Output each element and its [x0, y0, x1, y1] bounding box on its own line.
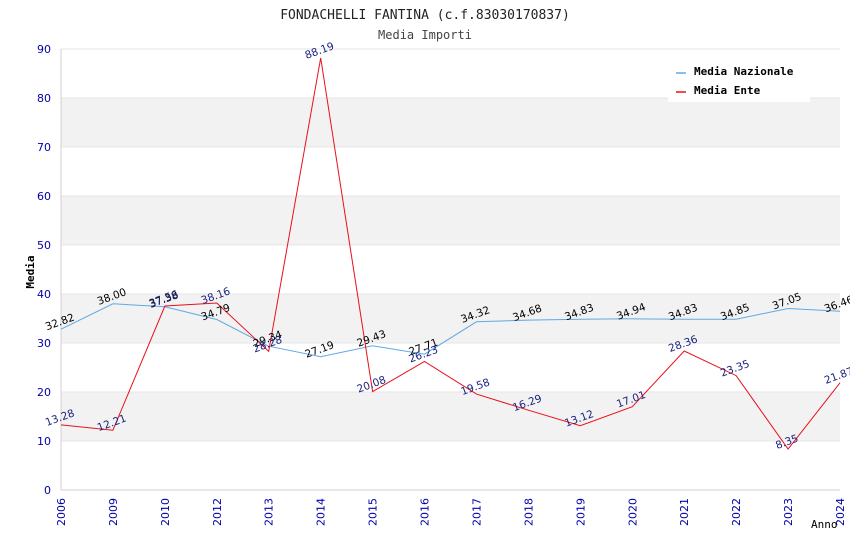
grid-bands — [61, 48, 840, 491]
x-tick-label: 2013 — [263, 498, 276, 526]
x-tick-label: 2009 — [107, 498, 120, 526]
legend-label-ente: Media Ente — [694, 84, 761, 97]
axes — [60, 49, 840, 491]
x-tick-label: 2018 — [522, 498, 535, 526]
y-tick-label: 50 — [37, 239, 51, 252]
y-tick-label: 10 — [37, 435, 51, 448]
y-tick-labels: 0 10 20 30 40 50 60 70 80 90 — [37, 43, 51, 497]
x-tick-label: 2016 — [419, 498, 432, 526]
x-tick-label: 2014 — [315, 498, 328, 526]
y-tick-label: 80 — [37, 92, 51, 105]
grid-band — [61, 196, 840, 245]
data-label: 21.87 — [823, 365, 850, 387]
series-line-ente — [60, 57, 841, 450]
y-tick-label: 0 — [44, 484, 51, 497]
y-axis-label: Media — [24, 255, 37, 288]
x-tick-labels: 2006 2009 2010 2012 2013 2014 2015 2016 2017 2018… — [55, 498, 847, 526]
x-axis-label: Anno — [811, 518, 838, 531]
y-tick-label: 70 — [37, 141, 51, 154]
x-tick-label: 2006 — [55, 498, 68, 526]
series-line-nazionale — [60, 303, 841, 358]
y-tick-label: 20 — [37, 386, 51, 399]
grid-band — [61, 392, 840, 441]
chart-subtitle: Media Importi — [378, 28, 472, 42]
legend-label-nazionale: Media Nazionale — [694, 65, 794, 78]
x-tick-label: 2024 — [834, 498, 847, 526]
y-tick-label: 60 — [37, 190, 51, 203]
legend: Media Nazionale Media Ente — [668, 58, 810, 102]
chart-title: FONDACHELLI FANTINA (c.f.83030170837) — [280, 8, 570, 23]
x-tick-label: 2022 — [730, 498, 743, 526]
x-tick-label: 2015 — [367, 498, 380, 526]
x-tick-label: 2020 — [626, 498, 639, 526]
y-tick-label: 40 — [37, 288, 51, 301]
data-label: 23.35 — [719, 358, 751, 380]
x-tick-label: 2023 — [782, 498, 795, 526]
y-tick-label: 90 — [37, 43, 51, 56]
data-label: 88.19 — [303, 40, 335, 62]
grid-band — [61, 98, 840, 147]
y-tick-label: 30 — [37, 337, 51, 350]
series-lines — [60, 57, 841, 450]
x-tick-label: 2017 — [470, 498, 483, 526]
x-tick-label: 2019 — [574, 498, 587, 526]
legend-box — [668, 58, 810, 102]
x-tick-label: 2021 — [678, 498, 691, 526]
grid-band — [61, 294, 840, 343]
x-tick-label: 2012 — [211, 498, 224, 526]
x-tick-label: 2010 — [159, 498, 172, 526]
